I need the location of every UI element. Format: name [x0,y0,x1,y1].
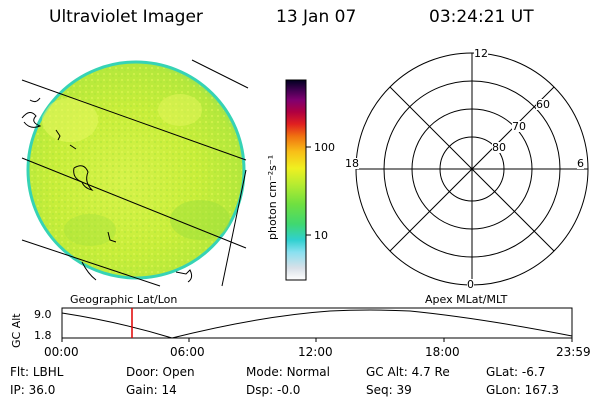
altitude-ylabel: GC Alt [10,313,23,348]
polar-panel-caption: Apex MLat/MLT [425,293,508,306]
time-tick-1800: 18:00 [425,345,460,359]
mlt-label-6: 6 [577,157,584,170]
polar-diag-2 [389,86,555,252]
status-gc-alt: GC Alt: 4.7 Re [366,365,450,379]
status-ip: IP: 36.0 [10,383,56,397]
time-tick-1200: 12:00 [298,345,333,359]
status-filter: Flt: LBHL [10,365,64,379]
altitude-ytick-low: 1.8 [34,329,52,342]
status-mode: Mode: Normal [246,365,330,379]
mlt-label-0: 0 [467,278,474,291]
image-panel-caption: Geographic Lat/Lon [70,293,178,306]
colorbar-tick-10: 10 [314,229,328,242]
time-tick-0600: 06:00 [170,345,205,359]
instrument-title: Ultraviolet Imager [49,7,203,27]
mlt-label-12: 12 [474,47,488,60]
lat-label-80: 80 [492,141,506,154]
date-label: 13 Jan 07 [276,7,357,27]
time-tick-2359: 23:59 [556,345,591,359]
time-label: 03:24:21 UT [429,7,534,27]
lat-label-60: 60 [536,98,550,111]
lat-label-70: 70 [512,120,526,133]
colorbar-gradient [285,79,307,281]
altitude-curve [61,309,573,339]
status-glat: GLat: -6.7 [486,365,546,379]
status-glon: GLon: 167.3 [486,383,559,397]
status-dsp: Dsp: -0.0 [246,383,301,397]
altitude-ytick-high: 9.0 [34,308,52,321]
mlt-label-18: 18 [345,157,359,170]
status-door: Door: Open [126,365,195,379]
colorbar-tick-100: 100 [314,141,335,154]
status-gain: Gain: 14 [126,383,177,397]
disk-texture [42,94,230,246]
time-tick-0000: 00:00 [44,345,79,359]
coastline-outlines [21,97,193,283]
lat-lon-grid [21,59,249,287]
status-seq: Seq: 39 [366,383,412,397]
altitude-strip-frame [61,307,573,339]
